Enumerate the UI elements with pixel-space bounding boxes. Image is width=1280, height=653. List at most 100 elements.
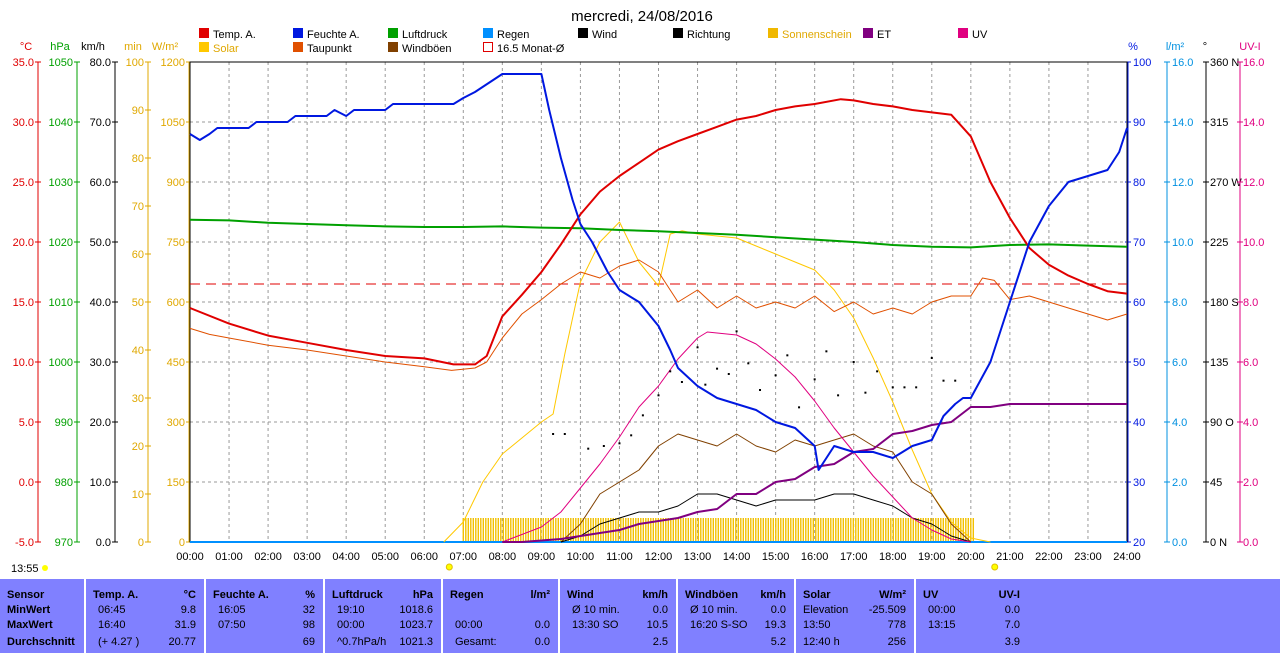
y-tick-label-humidity: 40 — [1133, 417, 1145, 429]
x-tick-label: 22:00 — [1035, 551, 1063, 563]
y-tick-label-direction: 315 — [1210, 117, 1228, 129]
y-tick-label-rain: 2.0 — [1172, 477, 1187, 489]
y-tick-label-wind: 40.0 — [90, 297, 111, 309]
stats-cell: Temp. A. — [93, 589, 139, 601]
stats-separator — [323, 579, 325, 653]
stats-cell: (+ 4.27 ) — [98, 636, 140, 648]
y-tick-label-uv: 14.0 — [1243, 117, 1264, 129]
x-tick-label: 06:00 — [410, 551, 438, 563]
direction-point — [876, 370, 879, 373]
direction-point — [704, 383, 707, 386]
stats-cell: 0.0 — [534, 636, 550, 648]
legend-label: Regen — [497, 29, 529, 41]
stats-cell: km/h — [642, 589, 668, 601]
stats-cell: 1023.7 — [399, 619, 433, 631]
x-tick-label: 18:00 — [879, 551, 907, 563]
direction-point — [587, 447, 590, 450]
stats-cell: Durchschnitt — [7, 636, 75, 648]
stats-cell: MinWert — [7, 604, 51, 616]
stats-cell: 20.77 — [168, 636, 196, 648]
y-tick-label-rain: 12.0 — [1172, 177, 1193, 189]
legend-swatch — [768, 28, 778, 38]
x-tick-label: 02:00 — [254, 551, 282, 563]
direction-point — [825, 350, 828, 353]
y-tick-label-temp: 20.0 — [13, 237, 34, 249]
y-tick-label-wind: 10.0 — [90, 477, 111, 489]
y-tick-label-uv: 10.0 — [1243, 237, 1264, 249]
x-tick-label: 00:00 — [176, 551, 204, 563]
y-unit-solar: W/m² — [152, 41, 179, 53]
direction-point — [552, 433, 555, 435]
direction-point — [680, 381, 683, 383]
legend-swatch — [388, 42, 398, 52]
y-tick-label-humidity: 70 — [1133, 237, 1145, 249]
stats-separator — [84, 579, 86, 653]
y-tick-label-pressure: 1050 — [49, 57, 73, 69]
time-label: 13:55 — [11, 563, 39, 575]
x-tick-label: 19:00 — [918, 551, 946, 563]
stats-cell: W/m² — [879, 589, 906, 601]
y-tick-label-solar: 300 — [167, 417, 185, 429]
stats-cell: Elevation — [803, 604, 849, 616]
direction-point — [813, 378, 816, 381]
stats-cell: km/h — [760, 589, 786, 601]
stats-cell: l/m² — [530, 589, 550, 601]
stats-cell: hPa — [412, 589, 433, 601]
direction-point — [915, 386, 918, 389]
stats-separator — [204, 579, 206, 653]
stats-cell: 1021.3 — [399, 636, 433, 648]
x-tick-label: 16:00 — [801, 551, 829, 563]
x-tick-label: 03:00 — [293, 551, 321, 563]
x-tick-label: 21:00 — [996, 551, 1024, 563]
x-tick-label: 01:00 — [215, 551, 243, 563]
stats-cell: 13:50 — [803, 619, 831, 631]
stats-cell: Ø 10 min. — [690, 604, 738, 616]
legend-label: Luftdruck — [402, 29, 448, 41]
legend-swatch — [199, 42, 209, 52]
direction-point — [657, 394, 660, 397]
stats-cell: 5.2 — [770, 636, 786, 648]
legend-label: ET — [877, 29, 891, 41]
stats-cell: UV-I — [998, 589, 1020, 601]
chart-title: mercredi, 24/08/2016 — [571, 8, 713, 25]
y-tick-label-wind: 30.0 — [90, 357, 111, 369]
direction-point — [954, 379, 957, 382]
direction-point — [852, 361, 855, 363]
stats-separator — [914, 579, 916, 653]
direction-point — [602, 445, 605, 447]
y-tick-label-uv: 8.0 — [1243, 297, 1258, 309]
legend-label: Taupunkt — [307, 43, 352, 55]
y-tick-label-temp: 25.0 — [13, 177, 34, 189]
direction-point — [759, 389, 762, 391]
legend: Temp. A. Feuchte A. Luftdruck Regen Wind Rich… — [199, 28, 988, 55]
y-tick-label-pressure: 980 — [55, 477, 73, 489]
y-tick-label-pressure: 1000 — [49, 357, 73, 369]
legend-swatch — [388, 28, 398, 38]
legend-label: Sonnenschein — [782, 29, 852, 41]
y-tick-label-direction: 90 O — [1210, 417, 1234, 429]
y-tick-label-sun: 100 — [126, 57, 144, 69]
sunrise-marker-icon — [445, 563, 453, 571]
stats-cell: 778 — [887, 619, 906, 631]
stats-cell: MaxWert — [7, 619, 53, 631]
stats-cell: 13:30 SO — [572, 619, 619, 631]
direction-point — [786, 354, 789, 357]
series-line-et — [502, 403, 1127, 543]
y-tick-label-uv: 2.0 — [1243, 477, 1258, 489]
time-marker-icon — [42, 565, 48, 571]
y-tick-label-rain: 0.0 — [1172, 537, 1187, 549]
y-tick-label-temp: 15.0 — [13, 297, 34, 309]
legend-swatch — [293, 42, 303, 52]
stats-cell: 1018.6 — [399, 604, 433, 616]
y-tick-label-temp: 35.0 — [13, 57, 34, 69]
y-tick-label-temp: 5.0 — [19, 417, 34, 429]
y-tick-label-wind: 0.0 — [96, 537, 111, 549]
y-tick-label-humidity: 30 — [1133, 477, 1145, 489]
stats-cell: 19.3 — [764, 619, 786, 631]
y-unit-sun: min — [124, 41, 142, 53]
stats-cell: Sensor — [7, 589, 45, 601]
sunset-marker-icon — [991, 563, 999, 571]
legend-label: Feuchte A. — [307, 29, 360, 41]
y-tick-label-wind: 70.0 — [90, 117, 111, 129]
stats-cell: 16:20 S-SO — [690, 619, 748, 631]
